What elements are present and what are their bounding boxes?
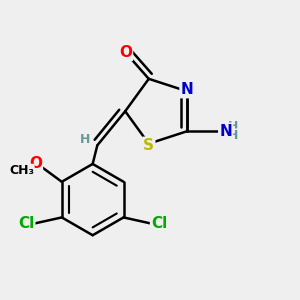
- Text: O: O: [119, 45, 132, 60]
- Text: O: O: [29, 156, 42, 171]
- Text: N: N: [181, 82, 193, 97]
- Text: H: H: [80, 133, 90, 146]
- Text: Cl: Cl: [18, 216, 34, 231]
- Text: H: H: [228, 129, 238, 142]
- Text: Cl: Cl: [151, 216, 167, 231]
- Text: N: N: [219, 124, 232, 139]
- Text: S: S: [143, 138, 154, 153]
- Text: H: H: [228, 120, 238, 133]
- Text: CH₃: CH₃: [9, 164, 34, 177]
